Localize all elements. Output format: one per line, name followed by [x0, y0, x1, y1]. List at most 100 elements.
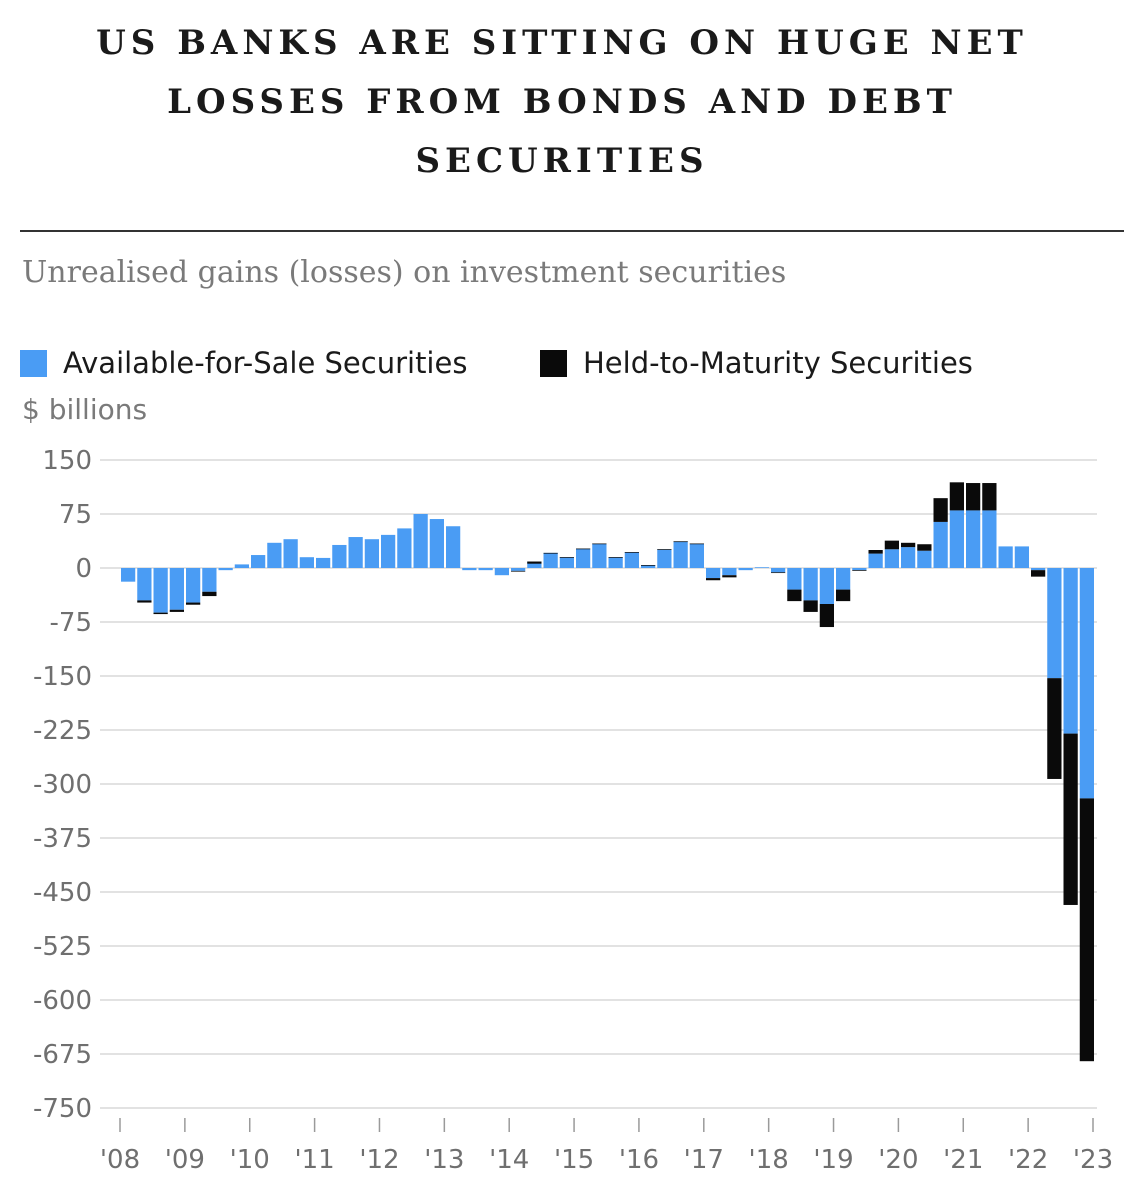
afs-bar: [641, 565, 656, 568]
afs-bar: [348, 537, 363, 568]
x-tick-label: '13: [424, 1145, 464, 1175]
htm-bar: [1047, 678, 1062, 779]
afs-bar: [933, 521, 948, 568]
legend-item-afs: Available-for-Sale Securities: [20, 346, 467, 380]
htm-bar: [1031, 570, 1046, 577]
htm-bar: [771, 572, 786, 574]
afs-bar: [299, 557, 314, 568]
y-tick-label: 75: [59, 500, 92, 530]
x-tick-label: '11: [294, 1145, 334, 1175]
x-tick-label: '08: [100, 1145, 140, 1175]
htm-bar: [576, 548, 591, 550]
legend-item-htm: Held-to-Maturity Securities: [540, 346, 973, 380]
afs-bar: [137, 568, 152, 601]
htm-bar: [819, 604, 834, 628]
x-tick-label: '12: [359, 1145, 399, 1175]
afs-bar: [283, 539, 298, 568]
afs-bar: [1014, 546, 1029, 568]
htm-bar: [933, 498, 948, 522]
htm-bar: [641, 565, 656, 566]
htm-bar: [559, 557, 574, 558]
afs-bar: [1079, 568, 1094, 799]
htm-bar: [673, 541, 688, 543]
afs-bar: [169, 568, 184, 610]
y-tick-label: 0: [75, 554, 92, 584]
y-tick-label: -750: [33, 1094, 92, 1124]
x-tick-label: '21: [943, 1145, 983, 1175]
legend-label-htm: Held-to-Maturity Securities: [583, 346, 973, 380]
y-tick-label: -600: [33, 986, 92, 1016]
afs-bar: [251, 555, 266, 568]
htm-bar: [803, 600, 818, 612]
afs-bar: [754, 567, 769, 568]
htm-bar: [186, 602, 201, 605]
htm-bar: [722, 575, 737, 578]
htm-bar: [949, 482, 964, 511]
afs-bar: [316, 557, 331, 568]
chart-title: US BANKS ARE SITTING ON HUGE NET LOSSES …: [96, 23, 1028, 181]
y-axis-unit-label: $ billions: [22, 393, 148, 426]
y-tick-label: -225: [33, 716, 92, 746]
htm-bar: [982, 483, 997, 511]
afs-bar: [836, 568, 851, 590]
afs-bar: [787, 568, 802, 590]
afs-bar: [413, 514, 428, 568]
afs-bar: [998, 546, 1013, 568]
afs-bar: [121, 568, 136, 582]
x-tick-label: '20: [878, 1145, 918, 1175]
afs-bar: [852, 568, 867, 571]
x-tick-label: '17: [684, 1145, 724, 1175]
afs-bar: [1063, 568, 1078, 734]
htm-bar: [917, 544, 932, 551]
afs-bar: [982, 510, 997, 568]
afs-bar: [722, 568, 737, 576]
afs-bar: [559, 557, 574, 568]
x-tick-label: '16: [619, 1145, 659, 1175]
x-tick-label: '19: [813, 1145, 853, 1175]
y-tick-label: -450: [33, 878, 92, 908]
htm-bar: [608, 557, 623, 558]
afs-bar: [819, 568, 834, 604]
htm-bar: [511, 570, 526, 572]
afs-bar: [446, 526, 461, 568]
afs-bar: [803, 568, 818, 601]
afs-bar: [153, 568, 168, 613]
htm-bar: [527, 561, 542, 564]
afs-bar: [949, 510, 964, 568]
htm-bar: [169, 609, 184, 612]
htm-bar: [787, 589, 802, 602]
afs-bar: [966, 510, 981, 568]
afs-bar: [478, 568, 493, 571]
htm-bar: [657, 549, 672, 550]
afs-bar: [543, 552, 558, 568]
title-divider: [20, 230, 1124, 232]
afs-bar: [771, 568, 786, 573]
x-tick-label: '14: [489, 1145, 529, 1175]
htm-bar: [1063, 733, 1078, 905]
afs-bar: [657, 549, 672, 568]
x-tick-label: '18: [749, 1145, 789, 1175]
x-tick-label: '15: [554, 1145, 594, 1175]
x-tick-label: '22: [1008, 1145, 1048, 1175]
htm-bar: [836, 589, 851, 602]
chart-subtitle: Unrealised gains (losses) on investment …: [22, 255, 787, 290]
y-tick-label: -300: [33, 770, 92, 800]
afs-bar: [901, 547, 916, 568]
y-tick-label: -675: [33, 1040, 92, 1070]
afs-bar: [624, 552, 639, 568]
afs-bar: [186, 568, 201, 603]
legend-label-afs: Available-for-Sale Securities: [63, 346, 468, 380]
y-tick-label: 150: [42, 446, 92, 476]
afs-bar: [917, 550, 932, 568]
afs-bar: [868, 553, 883, 568]
y-tick-label: -75: [50, 608, 92, 638]
afs-bar: [202, 568, 217, 592]
afs-swatch: [20, 349, 47, 377]
afs-bar: [234, 564, 249, 568]
htm-bar: [153, 612, 168, 615]
afs-bar: [689, 543, 704, 568]
x-tick-label: '09: [165, 1145, 205, 1175]
htm-swatch: [540, 349, 567, 377]
y-tick-label: -525: [33, 932, 92, 962]
